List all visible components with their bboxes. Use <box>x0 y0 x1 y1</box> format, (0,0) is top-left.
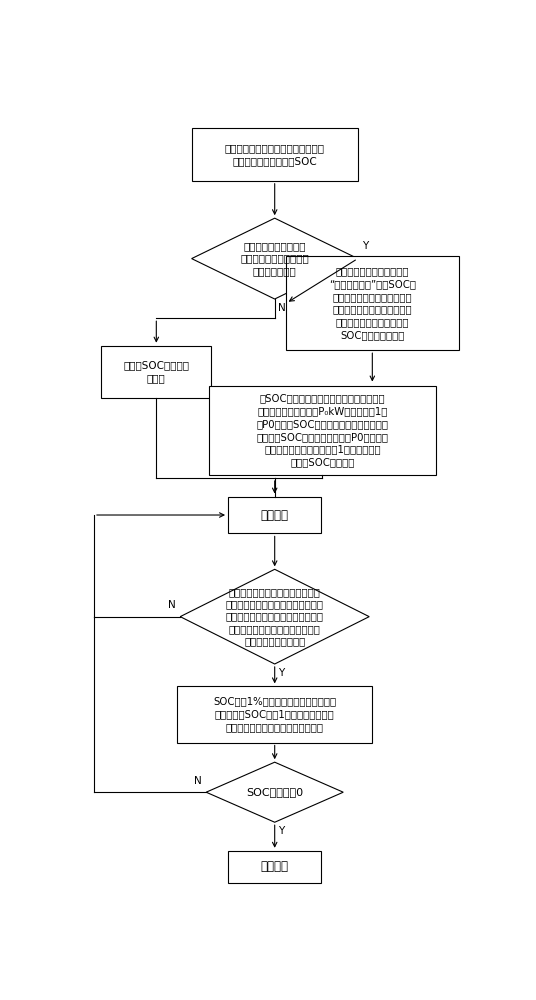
Text: 直至将SOC达到预设
基准值: 直至将SOC达到预设 基准值 <box>123 360 189 383</box>
Text: 当SOC达到预设基准值时，记此时的动力电
池最大允许放电功率为P₀kW，并查寻表1中
与P0对应的SOC理论值，并控制动力电池继
续放电到SOC理论值（其中，若: 当SOC达到预设基准值时，记此时的动力电 池最大允许放电功率为P₀kW，并查寻表… <box>256 393 389 467</box>
FancyBboxPatch shape <box>228 851 322 883</box>
Text: 放电结束: 放电结束 <box>260 860 289 873</box>
Text: N: N <box>194 776 202 786</box>
Text: 继续放电: 继续放电 <box>260 509 289 522</box>
Text: N: N <box>168 600 176 610</box>
Polygon shape <box>206 762 343 822</box>
Text: SOC是否等于0: SOC是否等于0 <box>246 787 303 797</box>
Text: 降低整车放电功率，并采用
“加速安时积分”估算SOC；
若此过程中再次出现单体最低
电压小于放电截止电压，则继
续降低整车放电功率，直至
SOC达到预设基准值: 降低整车放电功率，并采用 “加速安时积分”估算SOC； 若此过程中再次出现单体最… <box>329 266 416 340</box>
Text: Y: Y <box>278 668 284 678</box>
Text: 放电至预设基准值过程
中、单体最低电压是否小
于放电截止电压: 放电至预设基准值过程 中、单体最低电压是否小 于放电截止电压 <box>240 241 309 276</box>
FancyBboxPatch shape <box>209 386 436 475</box>
FancyBboxPatch shape <box>228 497 322 533</box>
FancyBboxPatch shape <box>177 686 373 743</box>
Polygon shape <box>192 218 358 299</box>
Polygon shape <box>180 569 369 664</box>
Text: 动力电池从初始状态开始放电，并采
用安时积分周期性估算SOC: 动力电池从初始状态开始放电，并采 用安时积分周期性估算SOC <box>225 143 325 166</box>
FancyBboxPatch shape <box>101 346 211 398</box>
Text: N: N <box>278 303 286 313</box>
Text: Y: Y <box>362 241 368 251</box>
Text: Y: Y <box>278 826 284 836</box>
FancyBboxPatch shape <box>286 256 458 350</box>
Text: 单体最低电压是否小于放电截止电
压、或放电量是否达到预设标准值的
整数倍（其中，放电量的累计在出现
单体最低电压小于截止电压的情况
时、清零并重新计算）: 单体最低电压是否小于放电截止电 压、或放电量是否达到预设标准值的 整数倍（其中，… <box>226 587 324 646</box>
FancyBboxPatch shape <box>192 128 358 181</box>
Text: SOC下降1%，动力电池最大允许放电功
率根据当前SOC查表1得出，并根据查表
结果调整动力电池最大允许放电功率: SOC下降1%，动力电池最大允许放电功 率根据当前SOC查表1得出，并根据查表 … <box>213 697 336 732</box>
